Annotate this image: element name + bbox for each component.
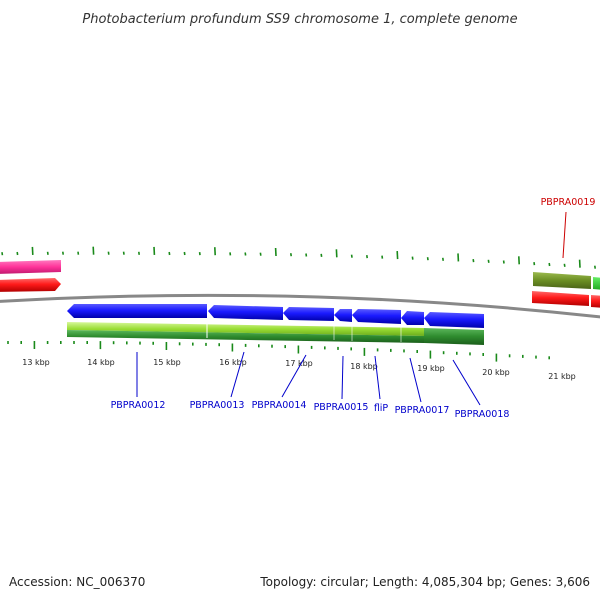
gene-arrow-PBPRA0012[interactable] (67, 304, 207, 318)
label-leaders (136, 211, 567, 406)
gene-label-fliP[interactable]: fliP (374, 403, 389, 414)
gene-label-PBPRA0012[interactable]: PBPRA0012 (111, 400, 166, 411)
map-title: Photobacterium profundum SS9 chromosome … (82, 12, 517, 27)
gc-band-dark-a (67, 330, 424, 343)
gene-label-PBPRA0019[interactable]: PBPRA0019 (541, 197, 596, 208)
accession-text: Accession: NC_006370 (9, 575, 146, 589)
gene-arrow-PBPRA0015[interactable] (334, 309, 352, 322)
gene-label-PBPRA0014[interactable]: PBPRA0014 (252, 400, 307, 411)
pseudogene-arrow (0, 260, 61, 274)
cds-track (67, 304, 484, 328)
gene-arrow-PBPRA0017[interactable] (401, 311, 424, 325)
gene-label-PBPRA0018[interactable]: PBPRA0018 (455, 409, 510, 420)
gene-arrow-PBPRA0014[interactable] (283, 307, 334, 321)
gc-band-dark-b (424, 328, 484, 345)
left-edge-features (0, 260, 61, 292)
gene-arrow-next-red-a (532, 291, 589, 306)
tick-label: 15 kbp (153, 358, 181, 367)
gene-arrow-PBPRA0018[interactable] (424, 312, 484, 328)
tick-label: 18 kbp (350, 362, 378, 371)
gene-labels: PBPRA0012 PBPRA0013 PBPRA0014 PBPRA0015 … (111, 197, 596, 420)
tick-label: 20 kbp (482, 368, 510, 377)
rrna-arrow (0, 278, 61, 292)
right-edge-features (532, 272, 600, 308)
gene-label-PBPRA0017[interactable]: PBPRA0017 (395, 405, 450, 416)
tick-label: 19 kbp (417, 364, 445, 373)
gene-arrow-next-green (593, 277, 600, 290)
gene-arrow-fliP[interactable] (352, 309, 401, 324)
tick-label: 13 kbp (22, 358, 50, 367)
gc-content-track (67, 322, 484, 345)
tick-label: 21 kbp (548, 372, 576, 381)
tick-label: 17 kbp (285, 359, 313, 368)
tick-label: 16 kbp (219, 358, 247, 367)
gene-arrow-PBPRA0013[interactable] (208, 305, 283, 320)
gene-arrow-next-red-b (591, 295, 600, 308)
scale-ticks (7, 341, 551, 362)
scale-labels: 13 kbp 14 kbp 15 kbp 16 kbp 17 kbp 18 kb… (22, 358, 576, 381)
tick-label: 14 kbp (87, 358, 115, 367)
gene-label-PBPRA0013[interactable]: PBPRA0013 (190, 400, 245, 411)
topology-text: Topology: circular; Length: 4,085,304 bp… (260, 575, 590, 589)
gene-label-PBPRA0015[interactable]: PBPRA0015 (314, 402, 369, 413)
gc-skew-track (1, 246, 596, 269)
genome-backbone (0, 293, 600, 319)
gc-band-light (67, 322, 424, 336)
gene-arrow-PBPRA0019[interactable] (533, 272, 591, 289)
